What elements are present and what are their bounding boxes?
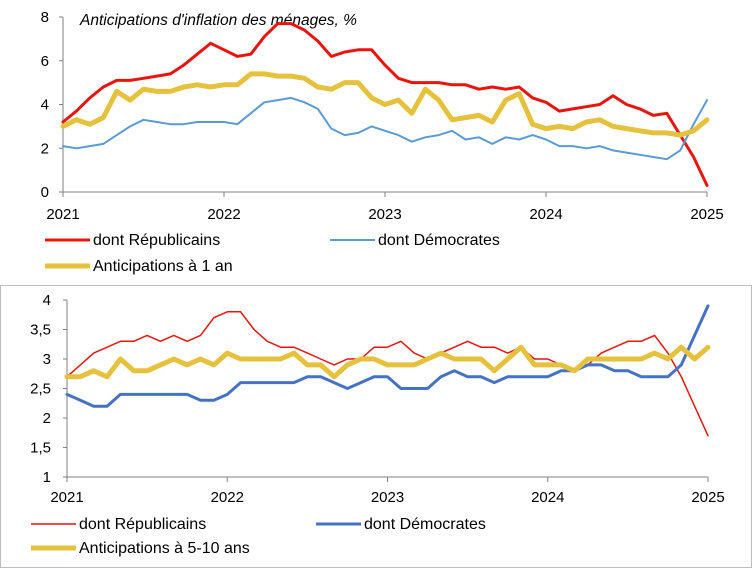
y-tick-label: 4 [43, 292, 51, 309]
legend-label-2: dont Démocrates [378, 232, 500, 249]
x-tick-label: 2023 [371, 489, 404, 506]
legend-label-1: dont Républicains [93, 232, 220, 249]
legend-label-3: Anticipations à 5-10 ans [79, 540, 250, 557]
series-line-3 [64, 344, 711, 380]
y-tick-label: 3,5 [30, 322, 51, 339]
series-line-2 [62, 96, 708, 161]
y-tick-label: 2 [43, 410, 51, 427]
series-line-2 [65, 304, 710, 408]
x-tick-label: 2021 [50, 489, 83, 506]
legend-label-3: Anticipations à 1 an [93, 258, 233, 275]
y-tick-label: 0 [41, 184, 49, 201]
household-inflation-chart: Anticipations d'inflation des ménages, %… [41, 9, 724, 275]
legend-label-1: dont Républicains [79, 516, 206, 533]
chart-title: Anticipations d'inflation des ménages, % [79, 12, 357, 29]
y-tick-label: 6 [41, 53, 49, 70]
series-line-1 [61, 22, 709, 187]
x-tick-label: 2021 [46, 206, 79, 223]
x-tick-label: 2022 [207, 206, 240, 223]
y-tick-label: 4 [41, 97, 49, 114]
x-tick-label: 2025 [691, 489, 724, 506]
y-tick-label: 8 [41, 9, 49, 26]
legend-label-2: dont Démocrates [364, 516, 486, 533]
y-tick-label: 1 [43, 469, 51, 486]
x-tick-label: 2024 [529, 206, 562, 223]
series-line-1 [66, 311, 709, 437]
long-term-inflation-chart: 1 1,5 2 2,5 3 3,5 4 2021 2022 2023 2024 2025 dont Ré… [30, 292, 725, 557]
bottom-chart-panel: 1 1,5 2 2,5 3 3,5 4 2021 2022 2023 2024 2025 dont Ré… [0, 285, 752, 568]
series-line-3 [60, 71, 710, 138]
x-tick-label: 2024 [531, 489, 564, 506]
y-tick-label: 2,5 [30, 381, 51, 398]
x-tick-label: 2022 [211, 489, 244, 506]
x-tick-label: 2025 [690, 206, 723, 223]
top-chart-panel: Anticipations d'inflation des ménages, %… [0, 0, 752, 283]
y-tick-label: 3 [43, 351, 51, 368]
y-tick-label: 2 [41, 140, 49, 157]
y-tick-label: 1,5 [30, 440, 51, 457]
x-tick-label: 2023 [368, 206, 401, 223]
